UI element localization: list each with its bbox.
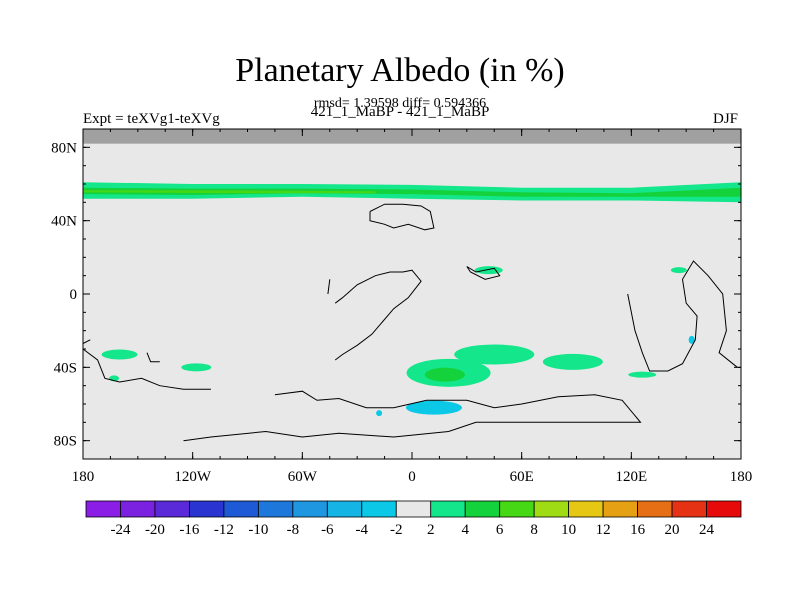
indian-ocean-green [454,344,535,365]
colorbar-box [361,500,397,518]
outline-small-island [327,279,331,295]
australia-south-green [628,371,657,378]
outline-europe [369,203,435,231]
colorbar-box [602,500,638,518]
colorbar-label: 16 [630,522,646,538]
colorbar-label: 12 [596,522,611,538]
colorbar-box [464,500,501,518]
chart-title: Planetary Albedo (in %) [235,52,565,89]
colorbar-box [637,500,673,518]
colorbar-label: 10 [561,522,576,538]
season-label: DJF [712,111,738,127]
y-tick-label: 80S [54,434,77,450]
colorbar-box [189,500,225,518]
colorbar-box [671,500,707,518]
outline-arabia [466,266,501,280]
run-label: 421_1_MaBP - 421_1_MaBP [310,104,490,120]
experiment-label: Expt = teXVg1-teXVg [83,111,220,127]
y-tick-label: 40S [54,360,77,376]
y-tick-label: 0 [70,287,78,303]
colorbar-label: -6 [321,522,334,538]
colorbar-box [85,500,121,518]
colorbar-label: -12 [214,522,234,538]
colorbar-label: 20 [665,522,680,538]
y-tick-label: 80N [51,140,77,156]
colorbar-label: 24 [699,522,715,538]
colorbar-label: 6 [496,522,504,538]
colorbar-label: -8 [287,522,300,538]
colorbar-box [533,500,570,518]
south-atlantic-blue [405,400,462,415]
missing-data-region [83,129,741,144]
pacific-north-green [670,267,687,274]
colorbar-box [292,500,328,518]
colorbar-label: -16 [179,522,199,538]
colorbar-label: 8 [530,522,538,538]
colorbar-box [499,500,535,518]
band-core [83,187,741,197]
outline-africa [334,269,422,361]
colorbar-label: 2 [427,522,435,538]
colorbar-box [223,500,259,518]
colorbar-box [120,500,156,518]
colorbar-box [326,500,363,518]
colorbar-label: -20 [145,522,165,538]
x-tick-label: 0 [408,469,416,485]
x-tick-label: 120E [615,469,647,485]
colorbar-label: 4 [461,522,469,538]
y-tick-label: 40N [51,214,77,230]
tiny-blue [376,410,383,417]
colorbar-box [395,500,432,518]
x-tick-label: 180 [72,469,95,485]
south-pacific-green [101,349,138,360]
colorbar-box [154,500,190,518]
x-tick-label: 120W [174,469,212,485]
colorbar-label: -2 [390,522,403,538]
colorbar-box [568,500,604,518]
colorbar-label: -10 [248,522,268,538]
colorbar-box [430,500,466,518]
colorbar-label: -4 [356,522,369,538]
indian-ocean-green-east [542,353,603,370]
south-pacific-green-east [181,363,212,372]
africa-north-green [474,266,503,275]
x-tick-label: 60W [288,469,318,485]
outline-antarctica [183,390,642,442]
colorbar-label: -24 [110,522,130,538]
east-australia-blue [688,335,695,344]
outline-edge-west [82,339,91,344]
stats-line: rmsd= 1.39598 diff= 0.594366 [313,96,487,111]
outline-australia-pacific [627,260,738,372]
x-tick-label: 180 [730,469,753,485]
colorbar-box [257,500,294,518]
colorbar-box [706,500,742,518]
x-tick-label: 60E [510,469,534,485]
outline-south-pacific-coast [82,348,211,390]
outline-small-feature [146,352,160,363]
south-atlantic-core [424,367,465,382]
band-highlight [83,190,376,194]
